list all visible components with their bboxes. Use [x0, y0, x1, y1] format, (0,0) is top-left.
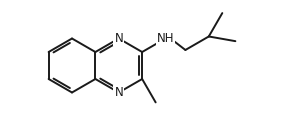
Text: N: N — [114, 32, 123, 45]
Text: NH: NH — [157, 32, 174, 45]
Text: N: N — [114, 86, 123, 99]
